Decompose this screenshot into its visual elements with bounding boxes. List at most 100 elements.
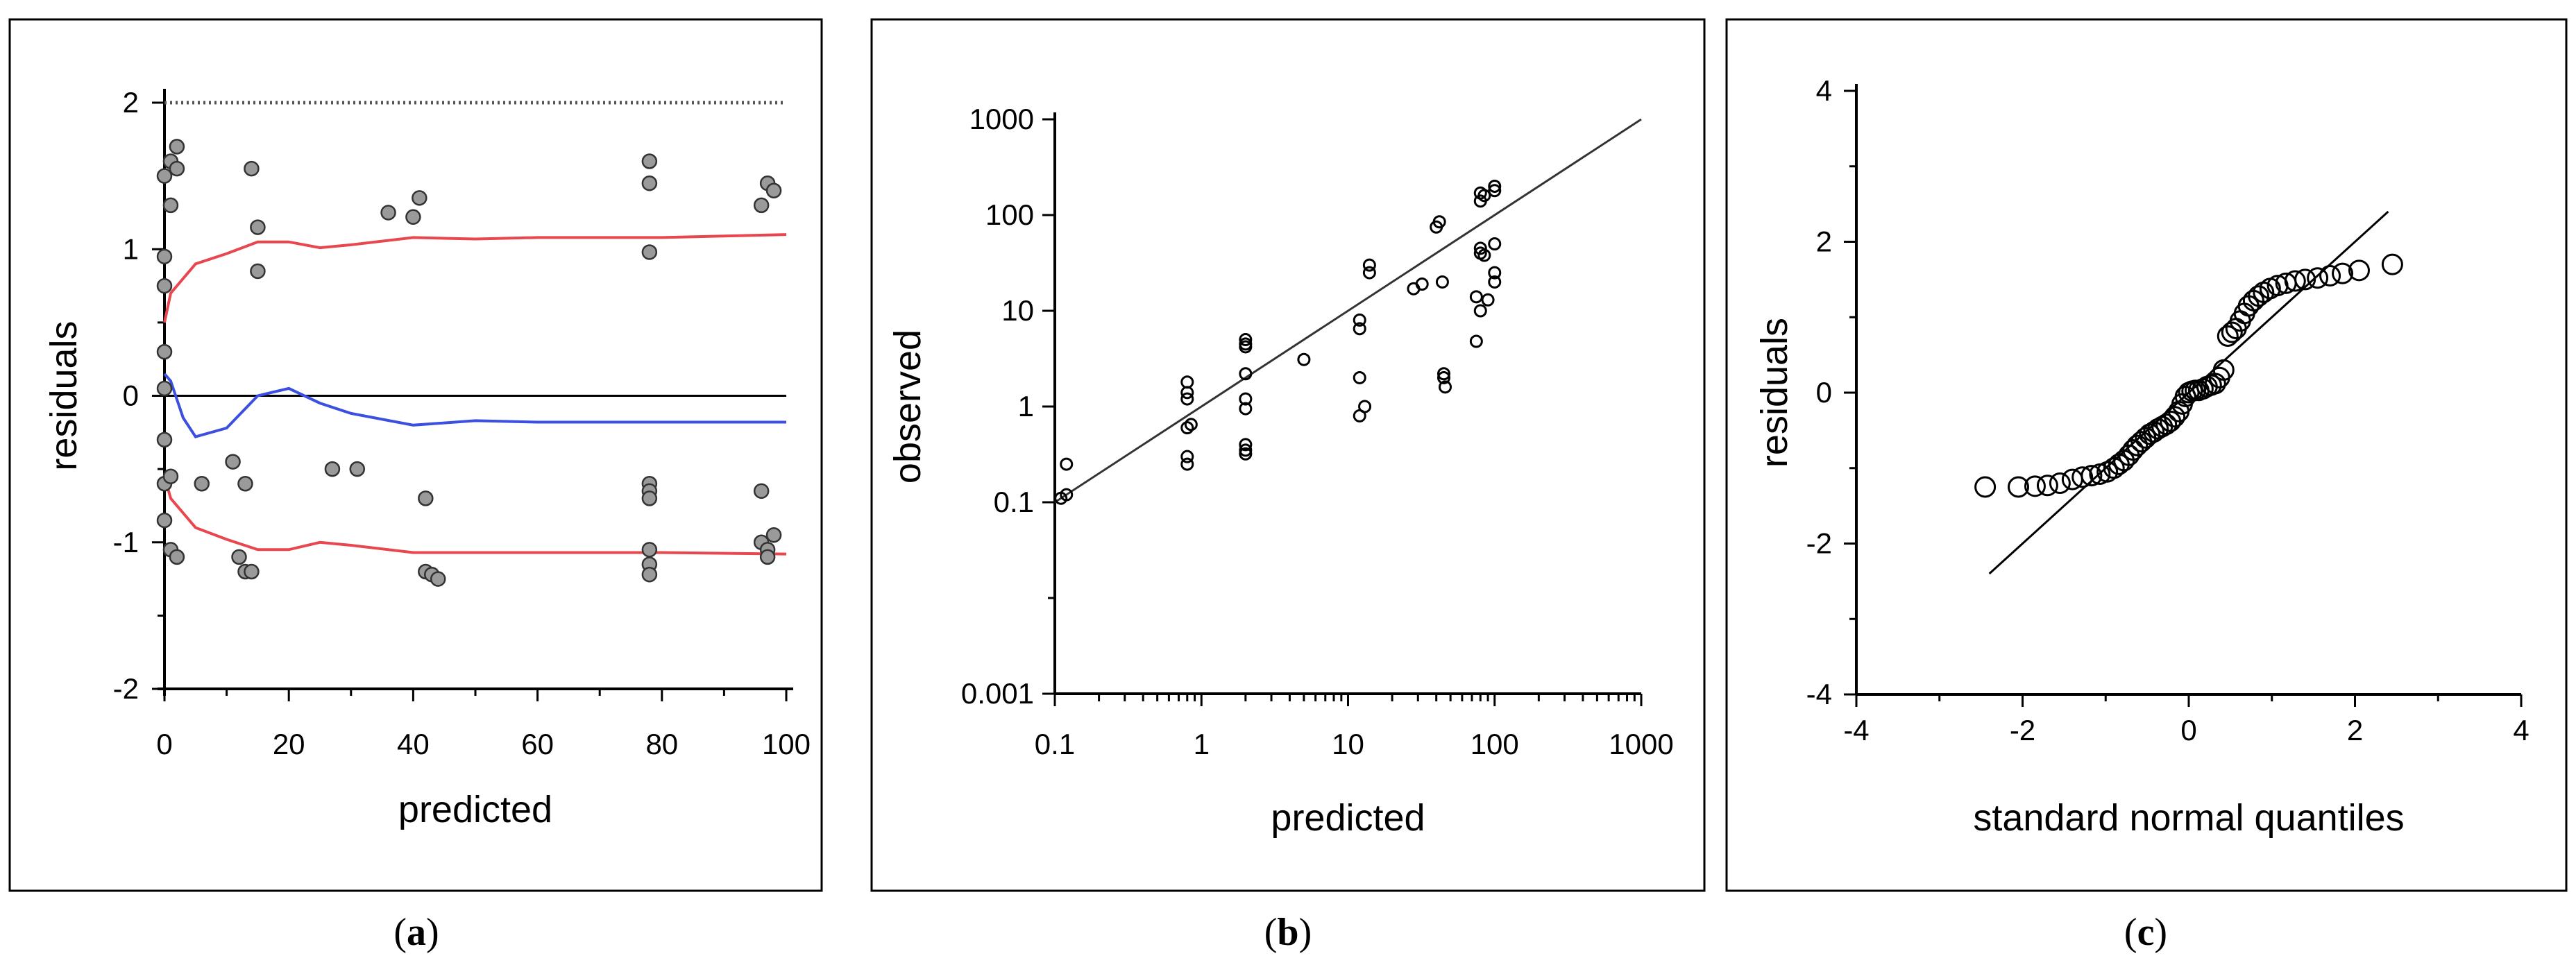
chart-b-point xyxy=(1432,215,1446,229)
chart-b-point xyxy=(1481,293,1495,307)
chart-b-point xyxy=(1469,334,1483,348)
panel-c: -4 -2 0 2 4 -4 -2 0 2 4 standard normal quantiles r… xyxy=(1754,74,2530,839)
chart-a-point xyxy=(641,566,658,583)
chart-b-point xyxy=(1297,352,1311,366)
chart-a-x-tick-label: 20 xyxy=(273,728,305,760)
chart-c-point xyxy=(2071,466,2094,488)
chart-c-point xyxy=(2126,434,2149,456)
chart-a-y-tick-label: 2 xyxy=(123,86,139,119)
chart-c-y-tick-label: 2 xyxy=(1816,225,1832,258)
chart-a-point xyxy=(169,139,185,155)
chart-a-point xyxy=(380,205,396,221)
chart-b-point xyxy=(1488,237,1502,251)
chart-a-point xyxy=(156,343,173,360)
chart-a-x-tick-label: 0 xyxy=(156,728,172,760)
chart-a-point xyxy=(412,190,427,206)
chart-b-point xyxy=(1180,386,1194,400)
chart-a-x-label: predicted xyxy=(398,789,552,830)
chart-a-point xyxy=(250,263,266,280)
chart-b-point xyxy=(1184,418,1198,432)
chart-c-point xyxy=(2217,325,2239,347)
chart-b-y-label: observed xyxy=(887,330,929,484)
chart-c-y-tick-label: 4 xyxy=(1816,74,1832,107)
chart-b-point xyxy=(1239,392,1253,406)
chart-b-point xyxy=(1488,275,1502,289)
chart-a-line-upper-band xyxy=(163,233,787,323)
chart-a-y-tick-label: -1 xyxy=(113,526,139,558)
chart-b-point xyxy=(1437,367,1450,381)
chart-b-point xyxy=(1180,421,1194,435)
chart-a-point xyxy=(641,244,658,260)
chart-a-line-lower-band xyxy=(163,476,787,556)
chart-c-x-label: standard normal quantiles xyxy=(1973,797,2404,839)
chart-b-y-tick-label: 1 xyxy=(1018,390,1034,422)
chart-b-point xyxy=(1239,443,1253,457)
chart-b-point xyxy=(1488,179,1502,193)
chart-a-point xyxy=(231,549,247,565)
chart-b-point xyxy=(1435,275,1449,289)
chart-c-y-tick-label: -4 xyxy=(1806,678,1832,710)
chart-c-point xyxy=(2049,472,2071,494)
chart-a-y-label: residuals xyxy=(43,321,85,470)
chart-b-x-tick-label: 10 xyxy=(1332,728,1364,760)
chart-c-point xyxy=(2284,270,2306,292)
chart-b-point xyxy=(1473,241,1487,255)
chart-a-point xyxy=(156,512,173,529)
chart-a-y-tick-label: 1 xyxy=(123,232,139,265)
chart-a-point xyxy=(349,461,366,477)
chart-b-y-tick-label: 0.1 xyxy=(994,486,1034,518)
chart-a-x-tick-label: 80 xyxy=(645,728,678,760)
chart-b-point xyxy=(1358,400,1372,413)
chart-a-point xyxy=(244,563,260,580)
chart-b-point xyxy=(1488,184,1502,198)
chart-b-point xyxy=(1439,380,1452,394)
chart-c-point xyxy=(2164,406,2186,428)
panel-b-frame xyxy=(870,18,1706,892)
chart-a-point xyxy=(765,182,782,198)
chart-a-point xyxy=(641,175,658,191)
chart-b-x-tick-label: 1 xyxy=(1194,728,1210,760)
panel-c-frame xyxy=(1725,18,2568,892)
chart-b-point xyxy=(1353,313,1366,327)
chart-c-point xyxy=(2212,359,2235,381)
chart-a-point xyxy=(250,219,266,235)
chart-b-point xyxy=(1362,266,1376,280)
chart-b-x-label: predicted xyxy=(1271,797,1425,839)
chart-a-line-mean xyxy=(163,373,786,438)
chart-a-point xyxy=(324,461,341,477)
chart-c-x-tick-label: 0 xyxy=(2180,714,2196,746)
chart-b-point xyxy=(1239,340,1253,354)
chart-b-point xyxy=(1469,290,1483,304)
chart-b-y-tick-label: 0.001 xyxy=(961,677,1034,710)
chart-a-x-tick-label: 100 xyxy=(762,728,811,760)
chart-a-point xyxy=(641,542,658,558)
chart-c-point xyxy=(2024,475,2046,497)
chart-b-point xyxy=(1180,392,1194,406)
chart-a-point xyxy=(156,432,173,448)
chart-c-point xyxy=(2319,264,2341,287)
chart-c-point xyxy=(2155,413,2178,436)
chart-b-point xyxy=(1362,258,1376,272)
chart-c-point xyxy=(2225,318,2247,340)
chart-b-point xyxy=(1239,402,1253,416)
chart-c-point xyxy=(2221,321,2243,343)
chart-a-point xyxy=(162,468,179,484)
chart-a-point xyxy=(162,197,179,214)
chart-b-point xyxy=(1239,447,1253,461)
caption-a: (a) xyxy=(393,911,439,954)
chart-b-point xyxy=(1473,304,1487,318)
chart-a-point xyxy=(759,549,776,565)
chart-b-point xyxy=(1477,248,1491,262)
chart-a-y-tick-label: 0 xyxy=(123,379,139,412)
chart-a-point xyxy=(225,454,241,470)
panel-a-frame xyxy=(8,18,823,892)
chart-c-x-tick-label: -4 xyxy=(1843,714,1869,746)
panel-a: 0 20 40 60 80 100 -2 -1 0 1 2 predicted residuals xyxy=(43,86,811,830)
chart-c-point xyxy=(2233,302,2255,325)
chart-b-point xyxy=(1239,333,1253,347)
chart-b-point xyxy=(1473,194,1487,208)
chart-a-point xyxy=(169,160,185,177)
chart-c-point xyxy=(2248,285,2270,307)
chart-a-point xyxy=(244,160,260,177)
chart-b-point xyxy=(1353,322,1366,336)
